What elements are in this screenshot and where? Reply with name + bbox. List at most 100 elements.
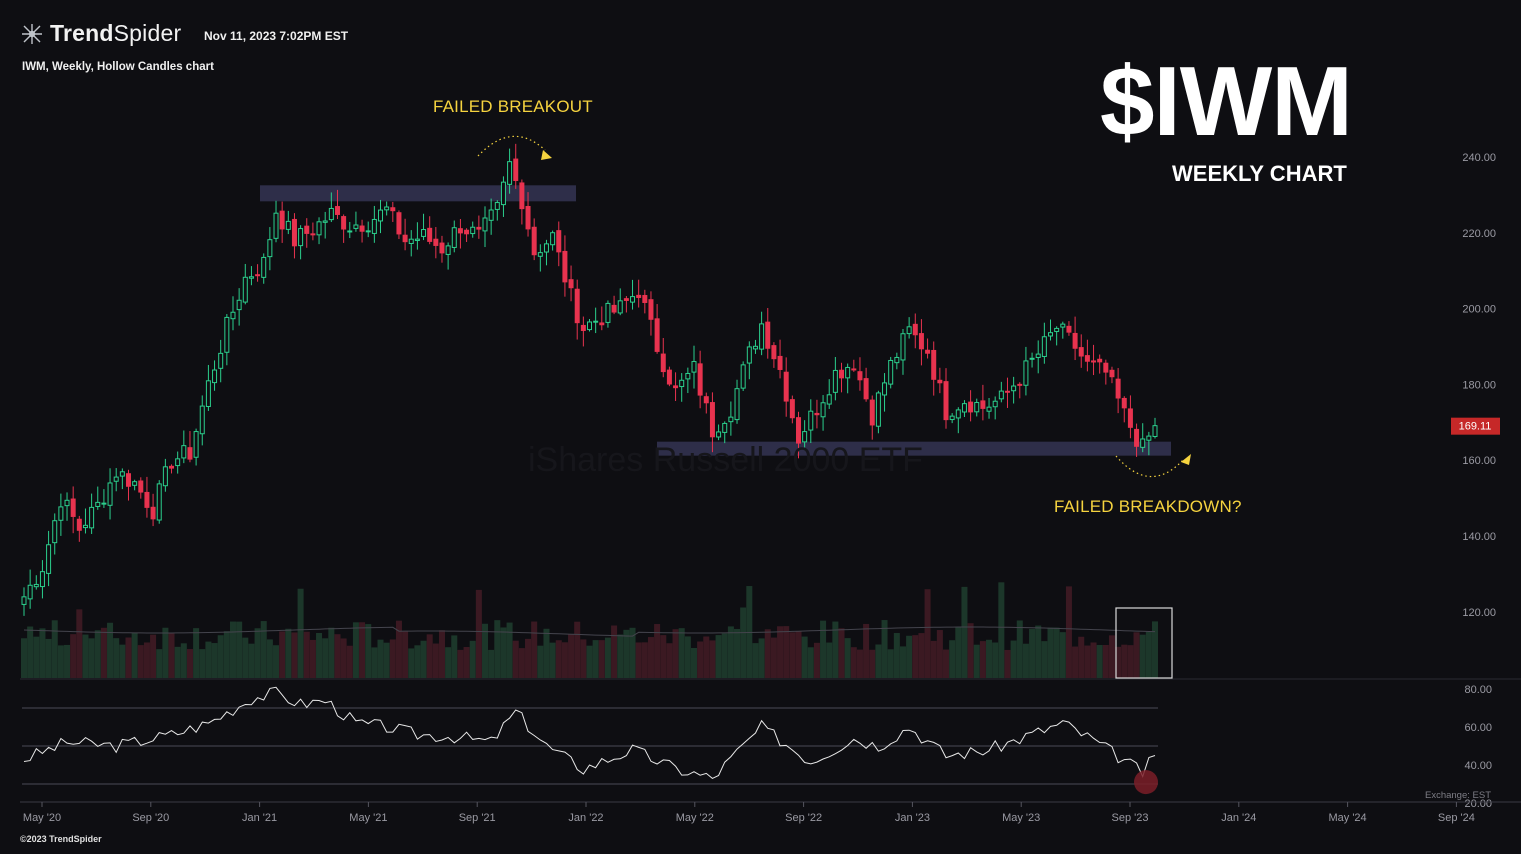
support-zone xyxy=(657,441,1171,456)
candle-body xyxy=(937,379,943,384)
candle-body xyxy=(986,406,992,412)
candle-body xyxy=(1127,408,1133,428)
candle-body xyxy=(439,242,445,254)
volume-bar xyxy=(1108,635,1115,678)
candle-body xyxy=(802,431,808,443)
volume-bar xyxy=(604,637,611,678)
volume-bar xyxy=(629,627,636,678)
volume-bar xyxy=(291,632,298,678)
candle-body xyxy=(150,506,156,520)
volume-bar xyxy=(770,637,777,678)
time-axis-label: May '23 xyxy=(1002,812,1040,824)
volume-bar xyxy=(39,628,46,678)
candle-body xyxy=(814,412,820,416)
candle-body xyxy=(679,379,685,388)
volume-bar xyxy=(1102,644,1109,678)
volume-bar xyxy=(211,643,218,678)
volume-bar xyxy=(205,641,212,678)
volume-bar xyxy=(826,642,833,678)
candle-body xyxy=(218,352,224,369)
candle-body xyxy=(636,294,642,298)
volume-bar xyxy=(1022,643,1029,678)
candle-body xyxy=(187,447,193,460)
candle-body xyxy=(746,346,752,364)
volume-bar xyxy=(494,620,501,678)
volume-bar xyxy=(137,645,144,678)
volume-bar xyxy=(611,625,618,678)
candle-body xyxy=(64,499,70,507)
volume-bar xyxy=(949,640,956,678)
chart-timestamp: Nov 11, 2023 7:02PM EST xyxy=(204,29,349,43)
candle-body xyxy=(328,207,334,221)
volume-bar xyxy=(359,622,366,678)
failed-breakout-annotation: FAILED BREAKOUT xyxy=(433,97,593,116)
rsi-panel xyxy=(22,686,1158,795)
candle-body xyxy=(138,480,144,493)
volume-bar xyxy=(242,637,249,678)
candle-body xyxy=(525,205,531,230)
candle-body xyxy=(89,506,95,529)
candle-body xyxy=(470,226,476,235)
volume-bar xyxy=(1072,646,1079,678)
candle-body xyxy=(298,228,304,247)
volume-bar xyxy=(33,636,40,678)
volume-bar xyxy=(955,627,962,678)
time-axis-label: Jan '21 xyxy=(242,812,277,824)
candle-body xyxy=(734,388,740,421)
breakout-arrow-icon xyxy=(541,150,552,160)
candle-body xyxy=(457,228,463,234)
candle-body xyxy=(101,502,107,505)
volume-bar xyxy=(1053,627,1060,678)
volume-bar xyxy=(150,634,157,678)
volume-bar xyxy=(500,627,507,678)
candle-body xyxy=(119,471,125,477)
volume-bar xyxy=(801,636,808,678)
volume-bar xyxy=(414,645,421,678)
candle-body xyxy=(396,212,402,235)
volume-bar xyxy=(248,643,255,678)
volume-bar xyxy=(783,626,790,678)
volume-bar xyxy=(1090,642,1097,678)
candle-body xyxy=(1115,378,1121,399)
breakdown-arrow-icon xyxy=(1181,454,1191,465)
volume-bar xyxy=(1016,620,1023,678)
volume-bar xyxy=(1139,634,1146,678)
candle-body xyxy=(580,324,586,331)
volume-bar xyxy=(266,639,273,678)
volume-bar xyxy=(924,589,931,678)
copyright: ©2023 TrendSpider xyxy=(20,834,102,844)
candle-body xyxy=(1004,390,1010,393)
volume-bar xyxy=(100,627,107,678)
volume-bar xyxy=(721,633,728,678)
volume-bar xyxy=(346,645,353,678)
candle-body xyxy=(955,409,961,419)
candle-body xyxy=(27,584,33,600)
volume-bar xyxy=(180,643,187,678)
price-axis-label: 220.00 xyxy=(1462,228,1496,240)
volume-bar xyxy=(961,586,968,678)
candle-body xyxy=(912,323,918,336)
candle-body xyxy=(433,238,439,246)
volume-bar xyxy=(992,642,999,678)
candle-body xyxy=(703,396,709,404)
volume-bar xyxy=(451,635,458,678)
candle-body xyxy=(21,596,27,605)
volume-bar xyxy=(76,609,83,678)
candle-body xyxy=(875,392,881,427)
volume-bar xyxy=(27,626,34,678)
volume-bar xyxy=(1004,649,1011,678)
candle-body xyxy=(316,221,322,236)
candle-body xyxy=(1097,358,1103,363)
time-axis-label: May '24 xyxy=(1329,812,1367,824)
volume-bar xyxy=(807,647,814,678)
volume-bar xyxy=(70,634,77,678)
candle-body xyxy=(224,316,230,353)
candle-body xyxy=(70,498,76,517)
candle-body xyxy=(353,224,359,229)
volume-bar xyxy=(352,622,359,678)
volume-bar xyxy=(217,635,224,678)
candle-body xyxy=(587,321,592,331)
volume-bar xyxy=(107,622,114,678)
volume-bar xyxy=(162,627,169,678)
